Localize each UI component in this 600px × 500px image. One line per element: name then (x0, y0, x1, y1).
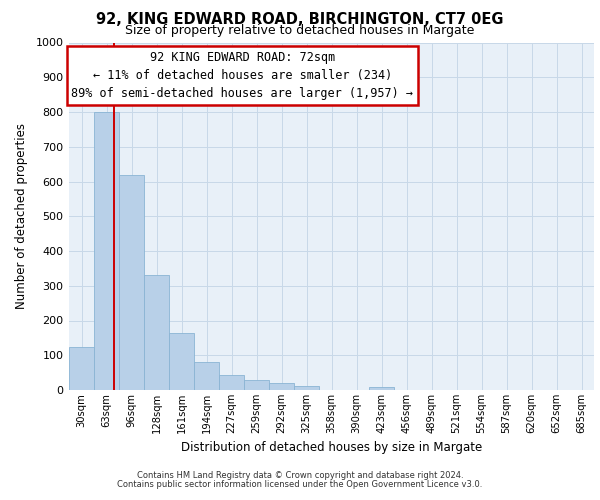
Bar (194, 362, 219, 390)
Y-axis label: Number of detached properties: Number of detached properties (16, 123, 29, 309)
Text: Size of property relative to detached houses in Margate: Size of property relative to detached ho… (125, 24, 475, 37)
Text: Contains HM Land Registry data © Crown copyright and database right 2024.: Contains HM Land Registry data © Crown c… (137, 471, 463, 480)
Bar (294, 386, 319, 390)
Text: Contains public sector information licensed under the Open Government Licence v3: Contains public sector information licen… (118, 480, 482, 489)
Bar (69, 346, 94, 390)
X-axis label: Distribution of detached houses by size in Margate: Distribution of detached houses by size … (181, 442, 482, 454)
Bar (144, 276, 169, 390)
Bar (244, 380, 269, 390)
Bar (94, 112, 119, 390)
Bar (219, 376, 244, 390)
Text: 92 KING EDWARD ROAD: 72sqm
← 11% of detached houses are smaller (234)
89% of sem: 92 KING EDWARD ROAD: 72sqm ← 11% of deta… (71, 51, 413, 100)
Bar (119, 174, 144, 390)
Bar (369, 387, 394, 390)
Bar (169, 334, 194, 390)
Text: 92, KING EDWARD ROAD, BIRCHINGTON, CT7 0EG: 92, KING EDWARD ROAD, BIRCHINGTON, CT7 0… (96, 12, 504, 28)
Bar (269, 383, 294, 390)
